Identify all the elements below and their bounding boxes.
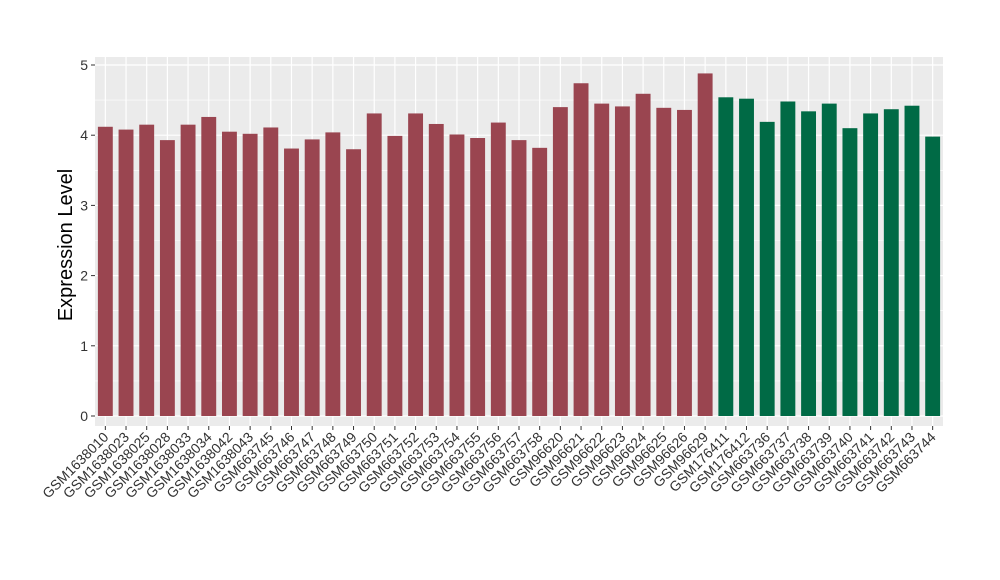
bar: [718, 97, 734, 417]
bar: [656, 107, 672, 417]
bar: [221, 131, 237, 416]
bar: [780, 101, 796, 416]
bar: [532, 147, 548, 416]
bar: [242, 133, 258, 416]
y-tick-label: 5: [80, 57, 88, 73]
bar: [925, 136, 941, 416]
bar: [325, 132, 341, 416]
bar: [697, 73, 713, 416]
bar: [366, 113, 382, 417]
bar: [408, 113, 424, 417]
bar: [635, 93, 651, 417]
bar: [180, 124, 196, 417]
bar: [139, 124, 155, 417]
bar: [883, 109, 899, 416]
bar: [759, 121, 775, 416]
y-tick-label: 3: [80, 197, 88, 213]
bar: [284, 148, 299, 416]
bar: [263, 127, 279, 416]
y-tick-label: 1: [80, 338, 88, 354]
bar: [801, 111, 817, 416]
axes: 012345GSM1638010GSM1638023GSM1638025GSM1…: [39, 57, 939, 501]
bar: [346, 149, 361, 417]
bar: [842, 128, 858, 416]
bar: [201, 116, 217, 416]
bar: [470, 138, 486, 416]
bar: [387, 135, 403, 417]
y-tick-label: 2: [80, 268, 88, 284]
bar: [594, 103, 610, 417]
bar: [573, 83, 589, 416]
bar: [118, 129, 134, 417]
bar: [739, 98, 754, 417]
bar: [490, 122, 506, 417]
bar: [677, 109, 692, 416]
y-axis-title: Expression Level: [55, 169, 77, 321]
bar: [552, 107, 568, 417]
bar: [511, 140, 527, 416]
bars: [97, 73, 941, 417]
bar: [449, 134, 465, 417]
y-tick-label: 0: [80, 408, 88, 424]
y-tick-label: 4: [80, 127, 88, 143]
bar: [428, 123, 444, 416]
bar: [97, 126, 113, 416]
bar: [304, 139, 320, 417]
bar: [904, 105, 920, 416]
bar: [821, 103, 837, 417]
bar: [159, 140, 175, 416]
bar: [863, 113, 879, 417]
bar: [614, 106, 630, 416]
